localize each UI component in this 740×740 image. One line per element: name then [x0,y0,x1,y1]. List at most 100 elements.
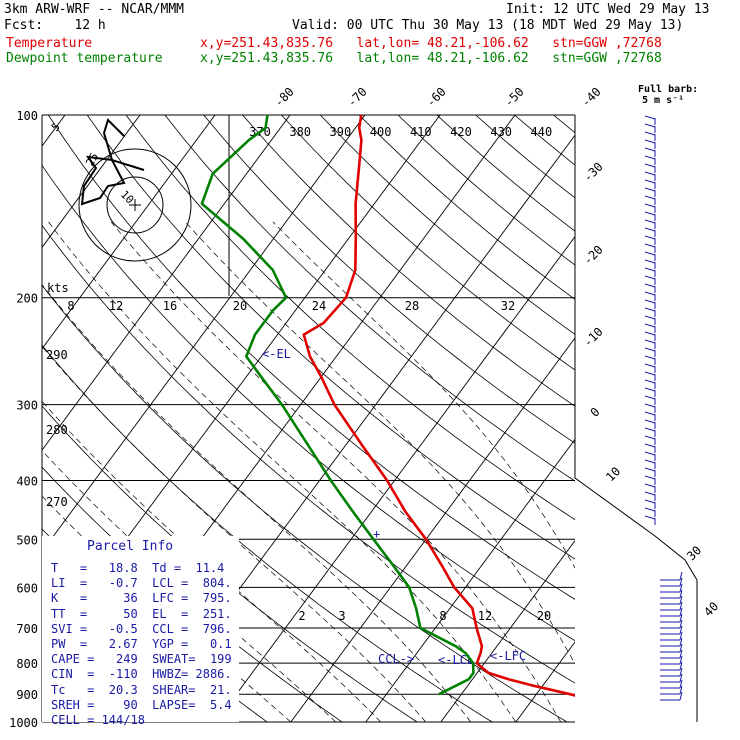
wind-barb-flag [679,571,683,581]
dry-adiabat-line [320,115,575,335]
pressure-tick-label: 700 [16,622,38,636]
isotherm-line [215,235,575,722]
pressure-tick-label: 400 [16,474,38,488]
wind-barb-flag [644,155,656,160]
wind-barb-flag [679,661,683,671]
moist-adiabat-line [42,345,427,722]
wind-barb-flag [679,625,683,635]
wind-barb-flag [644,315,656,320]
wind-barb-flag [644,219,656,224]
wind-barb-flag [644,371,656,376]
wind-barb-flag [644,203,656,208]
pressure-tick-label: 300 [16,399,38,413]
wind-barb-flag [644,147,656,152]
pressure-tick-label: 500 [16,533,38,547]
wind-barb-flag [679,691,683,701]
wind-barb-flag [644,379,656,384]
wind-barb-flag [644,491,656,496]
dry-adiabat-line [125,115,575,521]
parcel-info-row: T = 18.8 Td = 11.4 [51,561,225,575]
isotherm-label: -10 [581,325,606,350]
full-barb-label: Full barb: [638,84,698,95]
isotherm-line [290,337,575,722]
wind-barb-flag [679,619,683,629]
parcel-info-row: CAPE = 249 SWEAT= 199 [51,652,232,667]
wind-barb-flag [679,673,683,683]
wind-barb-flag [644,291,656,296]
wind-barb-flag [679,667,683,677]
dry-adiabat-line [86,115,575,560]
mixing-ratio-label: 32 [501,299,515,313]
mixing-ratio-label-lower: 3 [338,609,345,623]
wind-barb-flag [644,451,656,456]
dry-adiabat-line [42,344,493,722]
wind-barb-flag [679,679,683,689]
wind-barb-flag [644,435,656,440]
mixing-ratio-label-lower: 12 [478,609,492,623]
dewpoint-profile-line [200,115,475,696]
el-parcel-mark: + [373,527,380,541]
wind-barb-flag [644,115,656,120]
isotherm-label: 40 [701,599,721,619]
theta-label: 390 [330,125,352,139]
wind-barb-flag [644,411,656,416]
barb-unit-label: 5 m s⁻¹ [642,95,684,106]
parcel-info-row: CIN = -110 HWBZ= 2886. [51,667,232,682]
dewpoint-info: x,y=251.43,835.76 lat,lon= 48.21,-106.62… [200,51,662,66]
dry-adiabat-line [592,115,740,722]
mixing-ratio-label: 12 [109,299,123,313]
isotherm-label: 10 [603,464,623,484]
wind-barb-flag [644,427,656,432]
parcel-info-row: Tc = 20.3 SHEAR= 21. [51,682,232,697]
mixing-ratio-label-lower: 20 [537,609,551,623]
wind-barb-flag [644,171,656,176]
dry-adiabat-line [397,115,575,266]
wind-barb-flag [644,299,656,304]
isotherm-line [42,115,366,553]
isotherm-line [515,641,575,722]
lfc-marker: <-LFC [490,649,526,663]
init-time: Init: 12 UTC Wed 29 May 13 [506,2,710,17]
wind-barb-flag [679,649,683,659]
hodograph-unit-label: kts [47,281,69,295]
wind-barb-flag [644,259,656,264]
wind-barb-flag [679,685,683,695]
moist-adiabat-line [42,284,472,722]
wind-barb-flag [644,507,656,512]
wind-barb-flag [644,123,656,128]
wind-barb-flag [679,601,683,611]
wind-barb-flag [679,613,683,623]
mixing-ratio-label: 20 [233,299,247,313]
moist-adiabat-line [185,221,575,665]
isotherm-label: 0 [588,405,603,420]
wind-barb-flag [679,595,683,605]
wind-barb-flag [644,499,656,504]
isotherm-label: 30 [684,543,704,563]
hodograph-trace [80,118,145,206]
theta-label: 420 [450,125,472,139]
pressure-tick-label: 1000 [9,716,38,730]
wind-barb-flag [644,331,656,336]
wind-barb-flag [679,577,683,587]
isotherm-label: -80 [272,85,297,110]
wind-barb-flag [644,187,656,192]
mixing-ratio-label-lower: 2 [298,609,305,623]
mixing-ratio-label: 28 [405,299,419,313]
temperature-profile-line [302,115,575,697]
pressure-tick-label: 800 [16,657,38,671]
mixing-ratio-label: 24 [312,299,326,313]
theta-side-label: 280 [46,423,68,437]
theta-side-label: 290 [46,348,68,362]
wind-barb-flag [644,483,656,488]
theta-label: 430 [490,125,512,139]
lcl-marker: <-LCL [438,653,474,667]
dewpoint-label: Dewpoint temperature [6,51,163,66]
isotherm-label: -50 [502,85,527,110]
mixing-ratio-label-lower: 8 [439,609,446,623]
dry-adiabat-line [242,115,575,407]
parcel-info-row: LI = -0.7 LCL = 804. [51,576,232,591]
temperature-label: Temperature [6,36,93,51]
wind-barb-flag [644,251,656,256]
wind-barb-flag [679,643,683,653]
wind-barb-flag [644,283,656,288]
